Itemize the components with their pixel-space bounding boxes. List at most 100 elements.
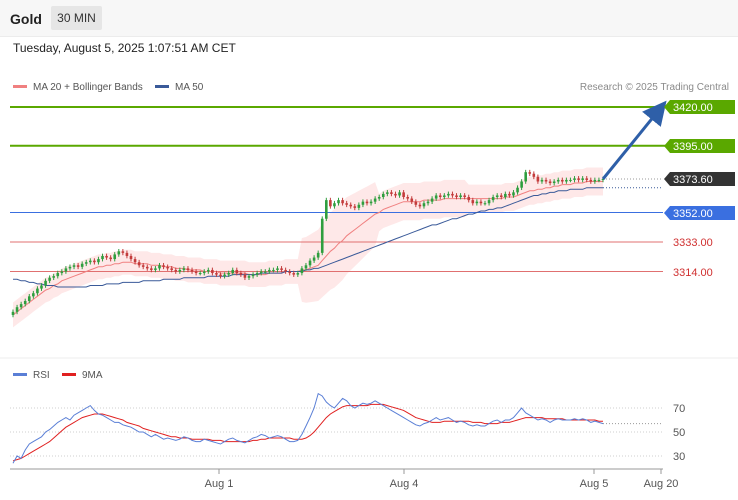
candle-body — [154, 268, 157, 270]
candle-body — [27, 296, 31, 301]
x-tick-aug20: Aug 20 — [644, 478, 679, 490]
candle-body — [219, 274, 222, 277]
candle-body — [101, 255, 104, 260]
candle-body — [56, 273, 60, 277]
candle-body — [341, 200, 344, 204]
candle-body — [178, 269, 182, 272]
candle-body — [194, 271, 198, 274]
candle-body — [23, 300, 27, 305]
candle-body — [577, 178, 580, 180]
candle-body — [593, 179, 597, 182]
level-3395: 3395.00 — [664, 139, 735, 153]
candle-body — [471, 200, 475, 204]
candle-body — [182, 268, 186, 270]
candle-body — [251, 274, 255, 277]
candle-body — [263, 271, 267, 273]
candle-body — [93, 260, 96, 263]
candle-body — [565, 179, 568, 182]
candle-body — [145, 266, 149, 269]
candle-body — [300, 268, 304, 274]
candle-body — [512, 192, 515, 196]
candle-body — [202, 271, 206, 274]
candle-body — [520, 181, 523, 188]
candle-body — [320, 218, 324, 253]
candle-body — [166, 266, 169, 269]
candle-body — [259, 271, 263, 274]
candle-body — [280, 268, 283, 270]
candle-body — [32, 293, 35, 297]
candle-body — [308, 260, 312, 266]
candle-body — [434, 195, 438, 199]
candle-body — [569, 179, 572, 181]
candle-body — [357, 204, 361, 208]
rsi-tick-70: 70 — [673, 403, 685, 415]
x-tick-aug5: Aug 5 — [580, 478, 609, 490]
candle-body — [316, 252, 320, 258]
candle-body — [447, 193, 450, 196]
ma9-legend-swatch — [62, 373, 76, 376]
candle-body — [276, 268, 279, 270]
forecast-arrow — [601, 100, 667, 180]
candle-body — [223, 274, 226, 277]
timeframe-button[interactable]: 30 MIN — [51, 6, 102, 30]
rsi-legend-label: RSI — [33, 370, 50, 381]
ma50-legend-swatch — [155, 85, 169, 88]
candle-body — [129, 255, 133, 260]
candle-body — [109, 257, 112, 260]
candle-body — [64, 268, 68, 272]
candle-body — [162, 265, 165, 267]
candle-body — [133, 259, 137, 263]
candle-body — [455, 195, 458, 198]
candle-body — [561, 179, 564, 182]
candle-body — [40, 285, 43, 289]
candle-body — [117, 251, 121, 255]
candle-body — [487, 200, 491, 204]
candle-body — [68, 266, 72, 269]
candle-body — [508, 193, 511, 196]
candle-body — [325, 200, 328, 219]
candle-body — [89, 260, 92, 263]
ma9-legend-label: 9MA — [82, 370, 103, 381]
candle-body — [72, 265, 76, 267]
candle-body — [243, 274, 247, 278]
candle-body — [361, 201, 365, 205]
candle-body — [573, 178, 576, 180]
candle-body — [479, 201, 483, 204]
candle-body — [288, 271, 291, 274]
candle-body — [422, 203, 426, 207]
bollinger-band — [13, 167, 603, 328]
candle-body — [426, 201, 430, 204]
candle-body — [532, 173, 536, 177]
candle-body — [125, 252, 129, 256]
candle-body — [15, 307, 19, 312]
candle-body — [174, 269, 178, 272]
candle-body — [414, 201, 418, 205]
candle-body — [406, 197, 409, 199]
level-3352: 3352.00 — [664, 206, 735, 220]
candle-body — [475, 201, 479, 204]
ma20-legend-label: MA 20 + Bollinger Bands — [33, 82, 143, 93]
candle-body — [402, 192, 405, 198]
candle-body — [255, 273, 259, 275]
candle-body — [597, 179, 601, 181]
x-tick-aug1: Aug 1 — [205, 478, 234, 490]
x-tick-aug4: Aug 4 — [390, 478, 419, 490]
candle-body — [141, 265, 145, 267]
candle-body — [377, 197, 381, 199]
level-label-3333: 3333.00 — [673, 237, 713, 249]
symbol-title: Gold — [10, 11, 42, 27]
candle-body — [540, 179, 544, 182]
candle-body — [528, 172, 532, 174]
candle-body — [443, 195, 446, 198]
chart-timestamp: Tuesday, August 5, 2025 1:07:51 AM CET — [13, 41, 236, 55]
candle-body — [121, 251, 125, 253]
copyright-text: Research © 2025 Trading Central — [580, 82, 729, 93]
candle-body — [76, 265, 80, 267]
level-3420: 3420.00 — [664, 100, 735, 114]
candle-body — [296, 273, 300, 275]
candle-body — [227, 273, 230, 275]
candle-body — [459, 195, 462, 198]
candle-body — [272, 269, 275, 271]
candle-body — [483, 203, 487, 205]
